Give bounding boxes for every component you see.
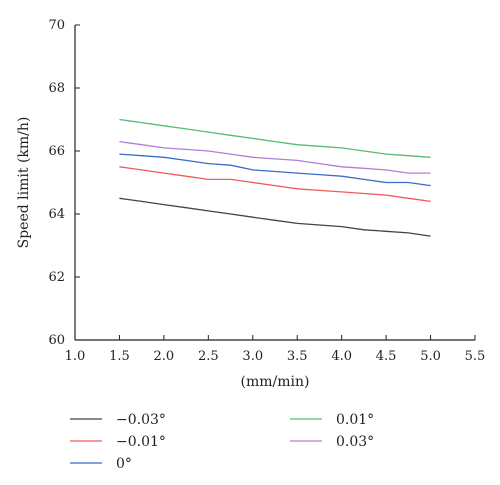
y-tick-label: 64 [48,207,65,222]
legend-label: −0.01° [116,434,166,450]
y-tick-label: 60 [48,333,65,348]
x-axis-title: (mm/min) [241,374,310,390]
x-tick-label: 5.5 [465,349,486,364]
x-tick-label: 4.0 [331,349,352,364]
y-tick-label: 70 [48,18,65,33]
series-line [119,140,431,174]
legend-label: −0.03° [116,412,166,428]
y-tick-label: 66 [48,144,65,159]
legend-label: 0.01° [336,412,374,428]
series-lines [119,118,431,237]
y-tick-label: 68 [48,81,65,96]
axes: 1.0 1.5 2.0 2.5 3.0 3.5 4.0 4.5 5.0 5.5 60 62 64 66 68… [48,18,485,364]
x-tick-label: 1.5 [109,349,130,364]
x-tick-label: 3.5 [287,349,308,364]
series-line [119,118,431,158]
y-axis-title: Speed limit (km/h) [16,117,32,249]
legend: −0.03° −0.01° 0° 0.01° 0.03° [70,412,374,472]
series-line [119,166,431,203]
x-tick-label: 4.5 [376,349,397,364]
legend-label: 0° [116,456,132,472]
x-tick-label: 2.0 [154,349,175,364]
x-tick-label: 1.0 [65,349,86,364]
legend-label: 0.03° [336,434,374,450]
series-line [119,197,431,237]
series-line [119,153,431,187]
x-tick-label: 5.0 [420,349,441,364]
x-tick-label: 2.5 [198,349,219,364]
x-tick-label: 3.0 [242,349,263,364]
y-tick-label: 62 [48,270,65,285]
